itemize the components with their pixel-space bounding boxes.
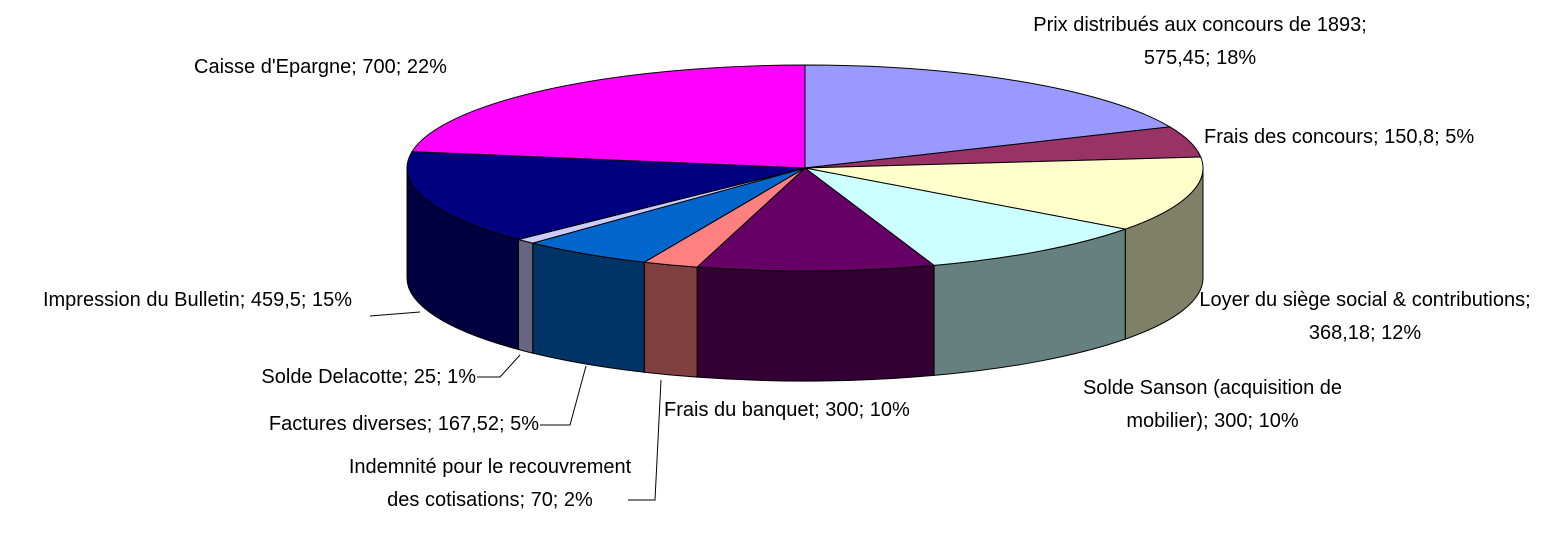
slice-label: Prix distribués aux concours de 1893; 57…	[1033, 14, 1367, 69]
slice-label: Frais des concours; 150,8; 5%	[1204, 126, 1475, 148]
walls	[406, 167, 1204, 382]
slice	[411, 64, 806, 169]
slice-label: Loyer du siège social & contributions; 3…	[1199, 289, 1531, 344]
leader-line	[369, 311, 421, 317]
slice-label: Frais du banquet; 300; 10%	[664, 399, 910, 421]
slice-label: Factures diverses; 167,52; 5%	[268, 413, 539, 435]
pie	[406, 64, 1204, 382]
slice-side	[696, 264, 935, 382]
slice-label: Impression du Bulletin; 459,5; 15%	[42, 289, 353, 311]
slice-label: Solde Delacotte; 25; 1%	[261, 366, 476, 388]
slice	[804, 64, 1172, 169]
leader-line	[628, 379, 662, 501]
slice-label: Solde Sanson (acquisition de mobilier); …	[1082, 377, 1343, 432]
slice	[530, 167, 806, 263]
tops	[406, 64, 1204, 272]
slice	[406, 151, 806, 240]
slice-label: Indemnité pour le recouvrement des cotis…	[348, 456, 632, 511]
slice-side	[532, 242, 645, 373]
slice	[804, 156, 1204, 230]
leader-line	[540, 365, 587, 426]
slice	[804, 167, 1128, 266]
slice-side	[517, 238, 534, 354]
leader-lines	[369, 311, 662, 501]
leader-line	[477, 354, 521, 378]
slice	[695, 167, 936, 272]
slice-side	[643, 261, 698, 378]
slice-label: Caisse d'Epargne; 700; 22%	[194, 56, 447, 78]
